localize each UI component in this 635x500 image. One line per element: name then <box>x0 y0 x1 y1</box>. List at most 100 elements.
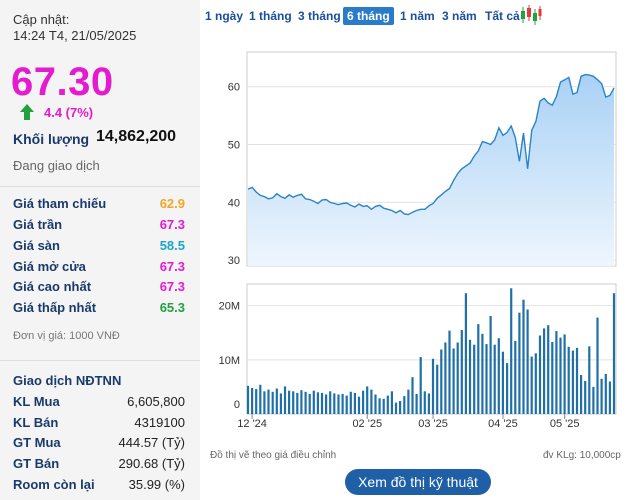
price-value: 67.3 <box>159 278 185 294</box>
price-label: Giá cao nhất <box>13 278 92 294</box>
foreign-trading-title: Giao dịch NĐTNN <box>13 373 122 388</box>
volume-bar <box>267 389 270 414</box>
x-tick-label: 12 '24 <box>237 418 267 430</box>
volume-bar <box>526 309 529 414</box>
volume-bar <box>547 325 550 414</box>
volume-bar <box>522 299 525 414</box>
volume-bar <box>419 357 422 414</box>
volume-bar <box>386 395 389 414</box>
foreign-label: KL Bán <box>13 414 59 430</box>
volume-bar <box>534 353 537 414</box>
volume-bar <box>357 396 361 414</box>
tab-all[interactable]: Tất cả <box>485 9 520 23</box>
volume-bar <box>588 346 591 414</box>
volume-bar <box>448 330 451 414</box>
foreign-label: GT Bán <box>13 455 60 471</box>
foreign-label: Room còn lại <box>13 476 95 492</box>
price-value: 58.5 <box>159 237 185 253</box>
foreign-value: 4319100 <box>134 414 185 430</box>
foreign-value: 35.99 (%) <box>128 476 185 492</box>
volume-bar <box>279 393 282 414</box>
volume-tick-label: 10M <box>219 355 240 367</box>
volume-bar <box>320 392 324 414</box>
volume-tick-label: 20M <box>219 301 240 313</box>
foreign-label: GT Mua <box>13 434 61 450</box>
volume-bar <box>473 344 476 414</box>
price-tick-label: 60 <box>228 82 240 94</box>
volume-bar <box>452 348 455 414</box>
volume-bar <box>608 381 611 414</box>
adjusted-price-note: Đồ thị vẽ theo giá điều chỉnh <box>210 450 337 461</box>
volume-bar <box>304 391 307 414</box>
volume-bar <box>440 349 443 414</box>
volume-bar <box>251 388 254 414</box>
price-label: Giá trần <box>13 216 63 232</box>
foreign-value: 290.68 (Tỷ) <box>118 455 185 471</box>
foreign-row: KL Bán 4319100 <box>13 412 185 432</box>
update-label: Cập nhật: <box>13 12 70 27</box>
volume-bar <box>538 335 542 414</box>
volume-bar <box>485 344 488 414</box>
price-value: 62.9 <box>159 195 185 211</box>
volume-bar <box>374 394 377 414</box>
update-time: 14:24 T4, 21/05/2025 <box>13 28 137 43</box>
technical-chart-button[interactable]: Xem đồ thị kỹ thuật <box>345 469 491 495</box>
volume-bar <box>571 350 574 414</box>
volume-unit-note: đv KLg: 10,000cp <box>543 450 621 461</box>
volume-bar <box>427 393 430 414</box>
price-tick-label: 40 <box>228 197 240 209</box>
price-tick-label: 30 <box>228 255 240 267</box>
volume-bar <box>283 386 287 414</box>
current-price: 67.30 <box>11 60 114 104</box>
volume-bar <box>436 364 439 414</box>
volume-bar <box>329 391 332 415</box>
price-change: 4.4 (7%) <box>20 104 93 120</box>
tab-1-day[interactable]: 1 ngày <box>205 9 244 23</box>
volume-bar <box>612 293 616 414</box>
x-tick-label: 02 '25 <box>352 418 382 430</box>
foreign-row: KL Mua 6,605,800 <box>13 391 185 411</box>
x-tick-label: 05 '25 <box>550 418 580 430</box>
volume-bar <box>370 389 373 414</box>
volume-bar <box>431 358 435 415</box>
volume-bar <box>551 342 554 414</box>
volume-bar <box>378 398 381 414</box>
price-line <box>247 73 615 216</box>
update-info: Cập nhật: 14:24 T4, 21/05/2025 <box>13 12 136 44</box>
foreign-value: 444.57 (Tỷ) <box>118 434 185 450</box>
volume-bar <box>468 339 472 414</box>
volume-bar <box>506 363 509 414</box>
foreign-row: GT Mua 444.57 (Tỷ) <box>13 432 185 452</box>
volume-bar <box>501 351 504 414</box>
volume-bar <box>259 384 262 415</box>
price-value: 65.3 <box>159 299 185 315</box>
volume-bar <box>510 288 513 414</box>
tab-6-months[interactable]: 6 tháng <box>343 7 394 25</box>
volume-tick-label: 0 <box>234 399 240 411</box>
tab-3-months[interactable]: 3 tháng <box>298 9 341 23</box>
volume-bar <box>394 402 398 414</box>
volume-bar <box>481 333 484 414</box>
price-row-floor: Giá sàn 58.5 <box>13 235 185 255</box>
price-value: 67.3 <box>159 258 185 274</box>
tab-3-years[interactable]: 3 năm <box>442 9 477 23</box>
tab-1-year[interactable]: 1 năm <box>400 9 435 23</box>
volume-bar <box>580 375 583 414</box>
volume-bar <box>362 390 365 414</box>
volume-bar <box>456 342 459 414</box>
period-tabs: 1 ngày 1 tháng 3 tháng 6 tháng 1 năm 3 n… <box>200 0 635 30</box>
volume-bar <box>292 391 295 415</box>
volume-bar <box>341 394 344 414</box>
tab-1-month[interactable]: 1 tháng <box>249 9 292 23</box>
volume-bar <box>559 337 562 414</box>
volume-bar <box>567 346 570 414</box>
divider <box>0 186 200 187</box>
candlestick-chart-icon[interactable] <box>520 5 542 25</box>
volume-bar <box>518 312 521 414</box>
volume-bar <box>353 392 356 414</box>
volume-bar <box>600 378 603 414</box>
volume-bar <box>337 394 340 414</box>
price-row-low: Giá thấp nhất 65.3 <box>13 297 185 317</box>
volume-bar <box>382 398 385 414</box>
volume-bar <box>275 388 278 414</box>
